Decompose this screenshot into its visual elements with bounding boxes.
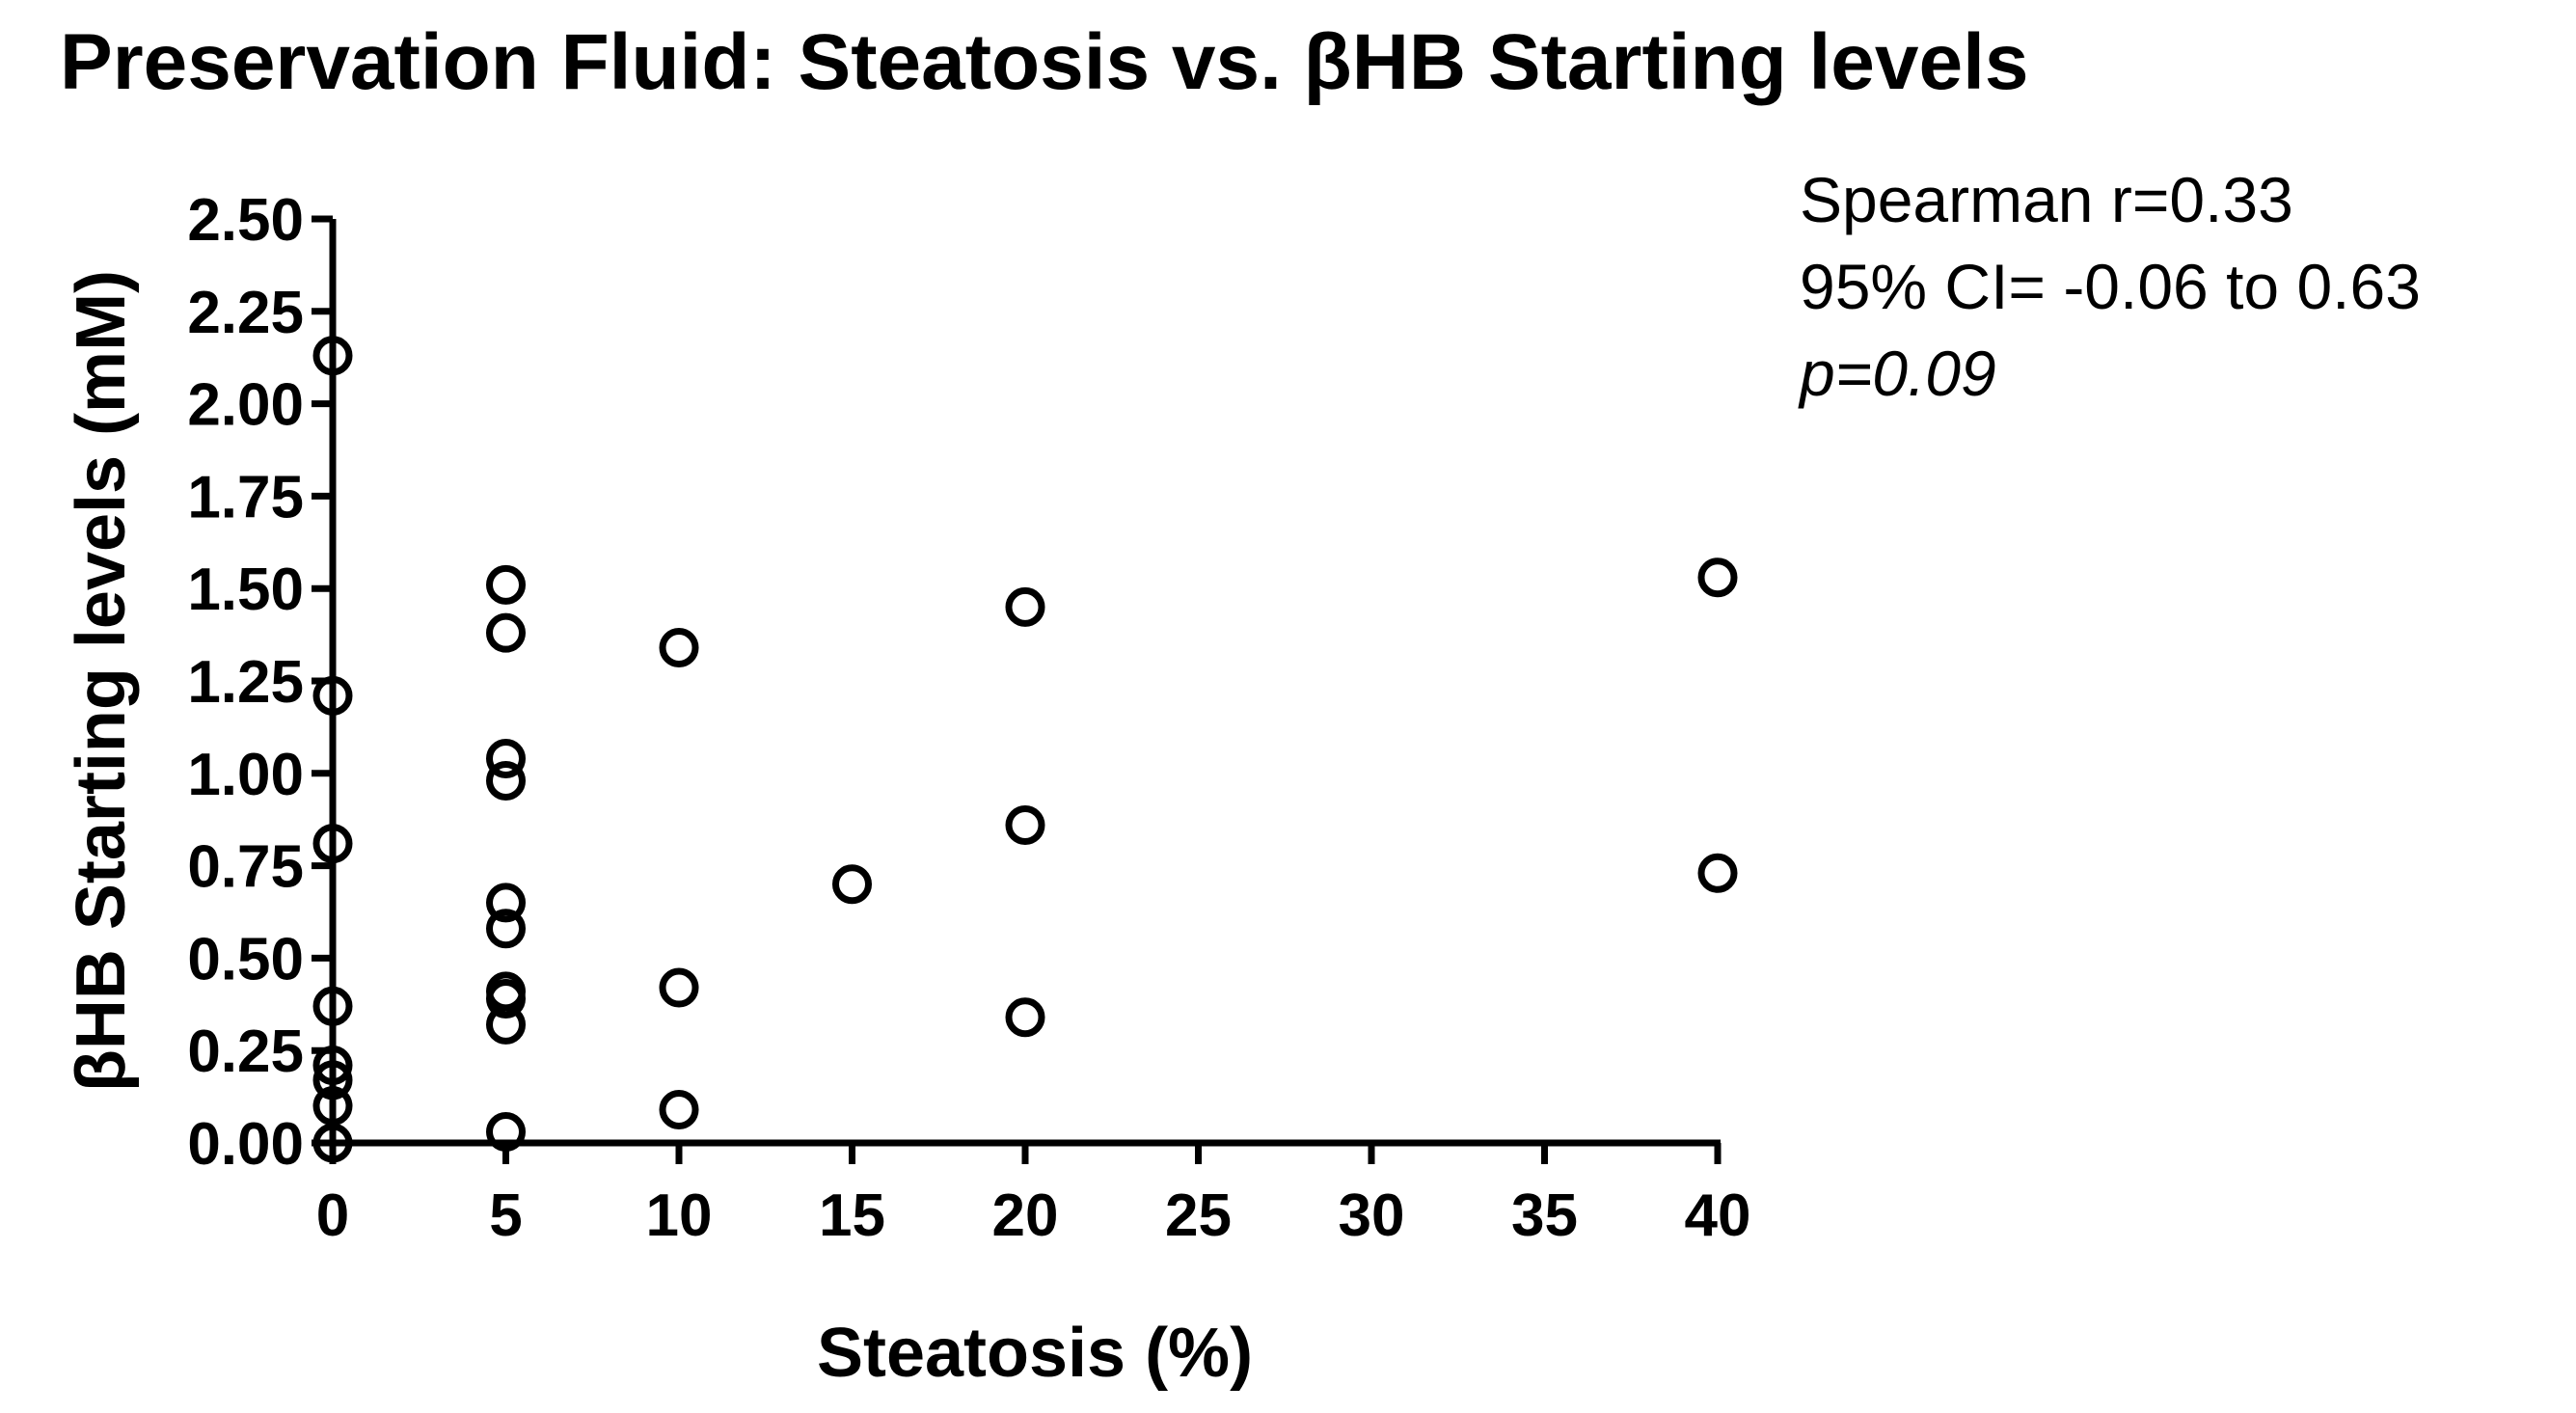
- data-point: [312, 824, 353, 864]
- data-point: [659, 628, 699, 668]
- statistics-annotation: Spearman r=0.33 95% CI= -0.06 to 0.63 p=…: [1798, 164, 2421, 409]
- y-tick-label: 1.50: [187, 557, 304, 623]
- y-axis-label: βHB Starting levels (mM): [63, 270, 140, 1092]
- data-point: [312, 986, 353, 1026]
- spearman-r-text: Spearman r=0.33: [1800, 164, 2293, 235]
- y-tick-label: 0.50: [187, 926, 304, 992]
- y-tick-label: 0.00: [187, 1111, 304, 1178]
- axes: [329, 219, 1721, 1147]
- y-tick-label: 0.75: [187, 834, 304, 901]
- data-point: [486, 909, 526, 949]
- data-point: [486, 1004, 526, 1045]
- data-point: [486, 564, 526, 605]
- y-tick-label: 1.75: [187, 464, 304, 530]
- x-tick-label: 20: [992, 1182, 1059, 1249]
- data-point: [486, 760, 526, 801]
- data-points: [312, 336, 1738, 1163]
- data-point: [312, 1123, 353, 1163]
- x-tick-label: 25: [1165, 1182, 1232, 1249]
- data-point: [312, 1060, 353, 1101]
- x-tick-label: 15: [819, 1182, 885, 1249]
- data-point: [659, 1090, 699, 1130]
- data-point: [486, 1112, 526, 1153]
- data-point: [832, 864, 872, 905]
- data-point: [1005, 804, 1045, 845]
- x-axis-ticks: 0 5 10 15 20 25 30 35 40: [316, 1143, 1751, 1249]
- data-point: [1005, 586, 1045, 627]
- x-tick-label: 30: [1339, 1182, 1405, 1249]
- data-point: [312, 1086, 353, 1127]
- data-point: [486, 979, 526, 1019]
- x-tick-label: 40: [1685, 1182, 1751, 1249]
- data-point: [312, 1046, 353, 1086]
- x-tick-label: 35: [1511, 1182, 1578, 1249]
- y-tick-label: 0.25: [187, 1019, 304, 1085]
- x-tick-label: 10: [646, 1182, 713, 1249]
- x-tick-label: 5: [489, 1182, 522, 1249]
- data-point: [486, 883, 526, 923]
- data-point: [312, 675, 353, 716]
- y-tick-label: 2.00: [187, 372, 304, 439]
- y-tick-label: 1.25: [187, 649, 304, 716]
- x-tick-label: 0: [316, 1182, 349, 1249]
- y-tick-label: 2.50: [187, 187, 304, 254]
- data-point: [1697, 557, 1738, 598]
- confidence-interval-text: 95% CI= -0.06 to 0.63: [1800, 251, 2421, 322]
- p-value-text: p=0.09: [1798, 338, 1996, 409]
- data-point: [659, 967, 699, 1008]
- data-point: [312, 336, 353, 376]
- y-tick-label: 1.00: [187, 742, 304, 808]
- y-axis-ticks: 0.00 0.25 0.50 0.75 1.00 1.25 1.50 1.75 2.00 2.25…: [187, 187, 333, 1178]
- data-point: [486, 612, 526, 653]
- data-point: [1697, 853, 1738, 893]
- y-tick-label: 2.25: [187, 280, 304, 346]
- chart-title: Preservation Fluid: Steatosis vs. βHB St…: [60, 18, 2028, 106]
- data-point: [1005, 997, 1045, 1038]
- x-axis-label: Steatosis (%): [817, 1315, 1253, 1392]
- data-point: [486, 738, 526, 778]
